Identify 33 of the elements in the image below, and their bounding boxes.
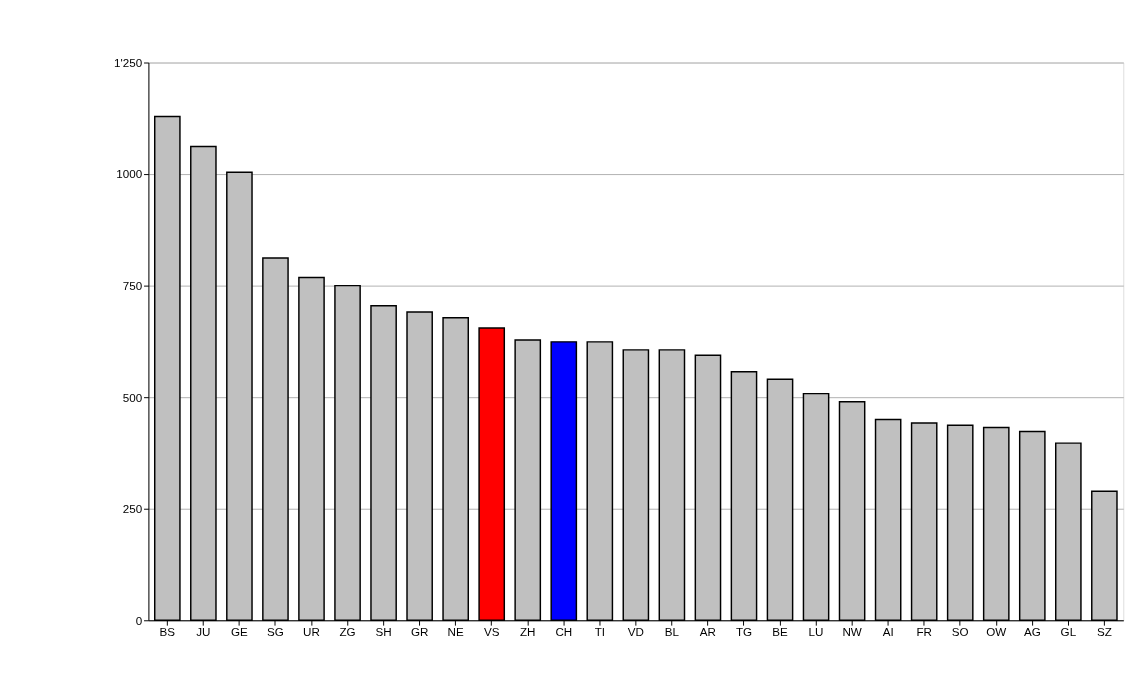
x-tick-label: UR	[303, 625, 320, 639]
x-tick-label: GL	[1060, 625, 1077, 639]
x-tick-label: BL	[664, 625, 680, 639]
x-tick-label: GE	[231, 625, 249, 639]
y-tick-label: 1'250	[114, 55, 143, 69]
y-tick-label: 1000	[116, 167, 143, 181]
x-tick-label: NE	[447, 625, 464, 639]
x-tick-label: BS	[159, 625, 176, 639]
x-tick-label: GR	[410, 625, 429, 639]
x-tick-label: TI	[594, 625, 605, 639]
x-tick-label: OW	[986, 625, 1007, 639]
y-tick-label: 500	[122, 390, 143, 404]
y-tick-label: 0	[135, 613, 143, 627]
x-tick-label: AR	[699, 625, 717, 639]
x-tick-label: SO	[951, 625, 969, 639]
x-tick-label: AG	[1023, 625, 1041, 639]
x-tick-label: SH	[375, 625, 392, 639]
y-tick-label: 250	[122, 502, 143, 516]
x-tick-label: JU	[196, 625, 211, 639]
x-tick-label: FR	[916, 625, 932, 639]
x-tick-label: SZ	[1096, 625, 1112, 639]
x-tick-label: TG	[735, 625, 753, 639]
x-tick-label: VD	[627, 625, 644, 639]
x-tick-label: AI	[882, 625, 894, 639]
x-tick-label: CH	[555, 625, 573, 639]
x-tick-label: LU	[808, 625, 824, 639]
x-tick-label: ZH	[519, 625, 536, 639]
x-tick-label: ZG	[339, 625, 356, 639]
y-tick-label: 750	[122, 279, 143, 292]
x-tick-label: BE	[772, 625, 789, 639]
x-tick-label: VS	[483, 625, 500, 639]
x-tick-label: NW	[842, 625, 862, 639]
x-tick-label: SG	[267, 625, 284, 639]
